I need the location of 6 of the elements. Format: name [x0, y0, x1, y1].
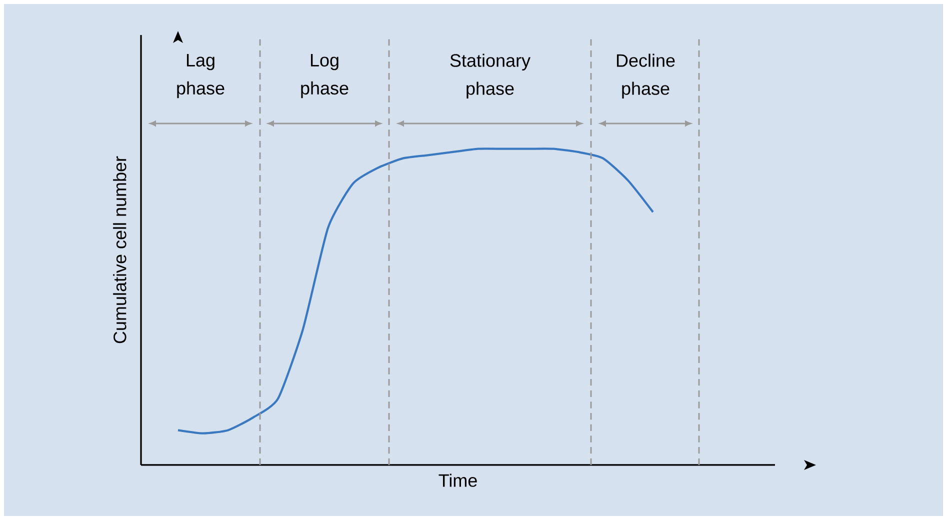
- text: Decline phase: [616, 54, 675, 98]
- y-axis-title: Cumulative cell number: [113, 156, 126, 344]
- text: Stationary phase: [450, 54, 530, 98]
- text: Log phase: [301, 54, 348, 98]
- text: Lag phase: [177, 54, 224, 98]
- x-axis-title: Time: [438, 474, 477, 487]
